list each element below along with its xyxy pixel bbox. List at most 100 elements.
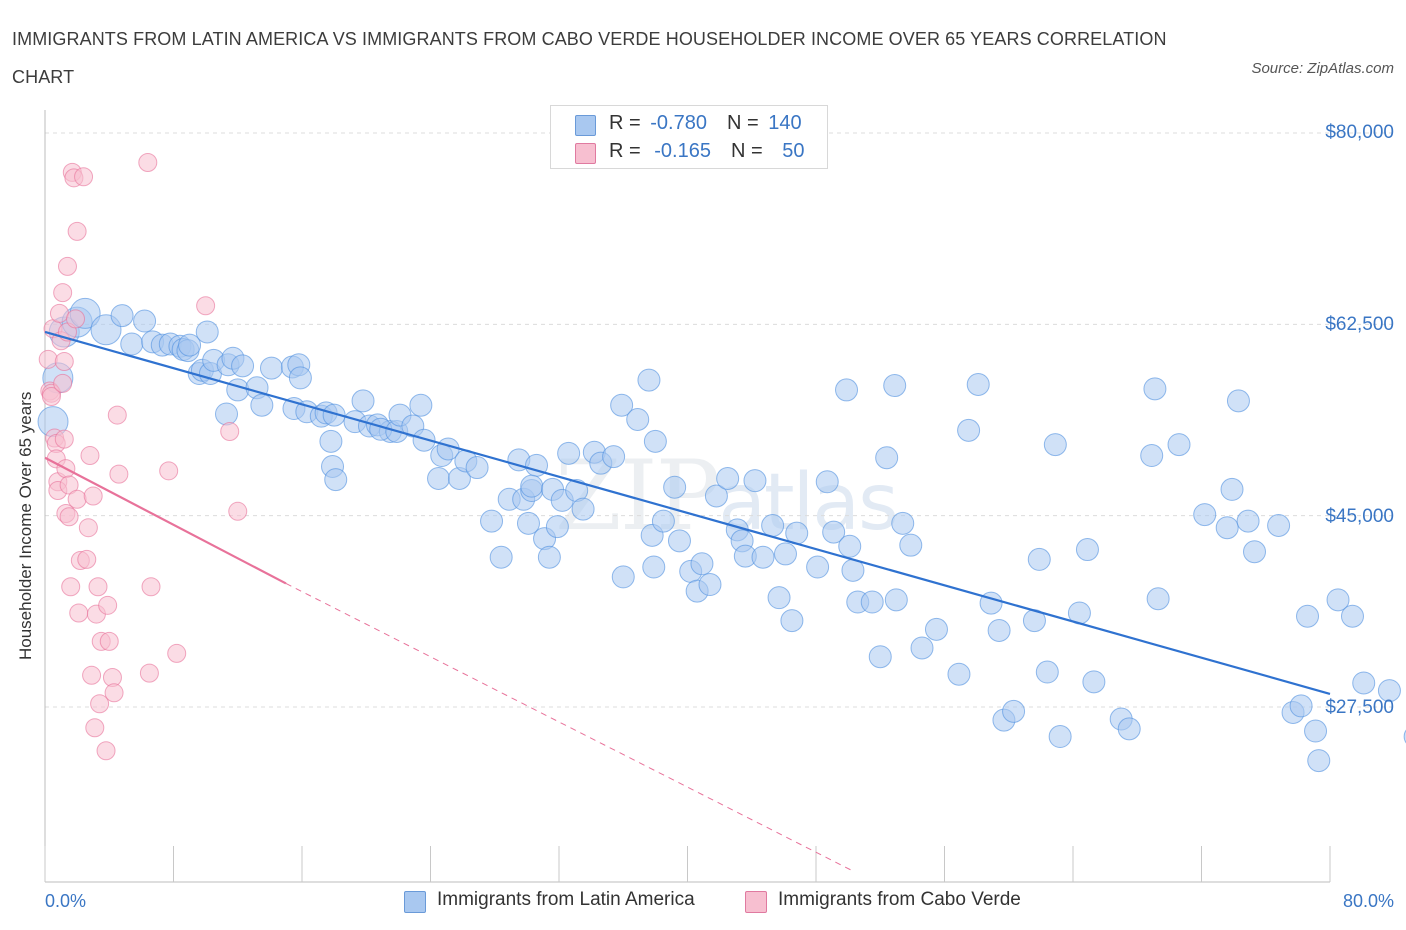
data-point [537,545,561,569]
legend-r-value: -0.780 [650,112,707,134]
data-point [611,565,635,589]
data-point [716,466,740,490]
bottom-legend-label: Immigrants from Cabo Verde [778,889,1021,910]
data-point [54,429,74,449]
data-point [195,320,219,344]
data-point [883,374,907,398]
data-point [1143,377,1167,401]
data-point [1326,588,1350,612]
data-point [924,617,948,641]
data-point [1027,547,1051,571]
data-point [196,296,216,316]
data-point [1243,540,1267,564]
data-point [626,407,650,431]
data-point [822,520,846,544]
data-point [480,509,504,533]
data-point [643,429,667,453]
data-point [324,468,348,492]
data-point [1048,725,1072,749]
data-point [1226,389,1250,413]
data-point [409,393,433,417]
data-point [899,533,923,557]
legend-r-label: R = [609,140,641,162]
data-point [751,545,775,569]
trend-line-latin-america [44,330,1331,695]
data-point [835,378,859,402]
x-tick-label-min: 0.0% [45,891,87,911]
data-point [85,718,105,738]
data-point [1140,444,1164,468]
data-point [651,509,675,533]
data-point [83,486,103,506]
data-point [1340,604,1364,628]
data-point [1167,433,1191,457]
data-point [90,694,110,714]
data-point [773,542,797,566]
data-point [1377,679,1401,703]
data-point [77,549,97,569]
data-point [520,474,544,498]
data-point [868,645,892,669]
data-point [891,511,915,535]
data-point [860,590,884,614]
data-point [54,352,74,372]
data-point [67,489,87,509]
data-point [82,665,102,685]
data-point [98,595,118,615]
data-point [1352,671,1376,695]
data-point [41,386,61,406]
data-point [1304,719,1328,743]
data-point [743,469,767,493]
data-point [838,534,862,558]
data-point [642,555,666,579]
data-point [49,303,69,323]
data-point [545,515,569,539]
data-point [780,609,804,633]
data-point [667,529,691,553]
y-tick-label-27500: $27,500 [1325,697,1394,718]
legend-n-value: 50 [782,140,805,162]
data-point [884,588,908,612]
data-point [159,461,179,481]
data-point [104,683,124,703]
data-point [1215,516,1239,540]
source-label: Source: ZipAtlas.com [1251,60,1394,77]
data-point [69,603,89,623]
data-point [288,366,312,390]
data-point [57,256,77,276]
data-point [141,577,161,597]
data-point [489,545,513,569]
data-point [602,445,626,469]
legend-r-label: R = [609,112,641,134]
bottom-legend-swatch-blue [404,891,426,913]
bottom-legend-swatch-pink [745,891,767,913]
data-point [412,428,436,452]
data-point [38,349,58,369]
data-point [107,405,127,425]
data-point [120,332,144,356]
data-point [465,456,489,480]
data-point [1220,477,1244,501]
data-point [1035,660,1059,684]
data-point [67,221,87,241]
data-point [139,663,159,683]
data-point [215,402,239,426]
data-point [516,511,540,535]
data-point [78,518,98,538]
data-point [110,304,134,328]
data-point [220,421,240,441]
bottom-legend-label: Immigrants from Latin America [437,889,695,910]
data-point [767,586,791,610]
data-point [1307,749,1331,773]
data-point [690,552,714,576]
data-point [133,309,157,333]
data-point [167,643,187,663]
data-point [351,389,375,413]
data-point [66,309,86,329]
data-point [178,333,202,357]
data-point [80,446,100,466]
data-point [59,475,79,495]
data-point [322,403,346,427]
legend-n-label: N = [726,112,759,134]
